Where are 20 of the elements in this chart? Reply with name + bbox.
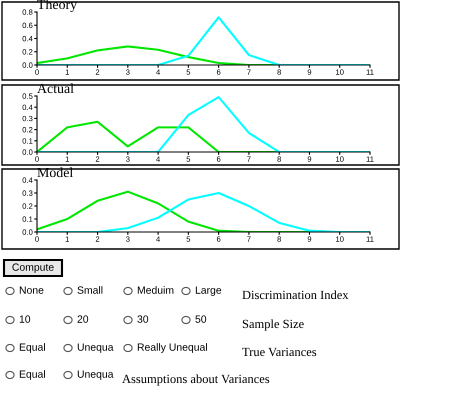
text: Unequa xyxy=(78,370,114,380)
text: Meduim xyxy=(138,286,174,294)
text: Sample Size xyxy=(242,319,304,331)
text: Discrimination Index xyxy=(242,290,348,300)
text: 20 xyxy=(78,315,88,323)
text: Large xyxy=(196,286,222,296)
text: 30 xyxy=(137,315,148,323)
text: 10 xyxy=(20,315,30,323)
text: Equal xyxy=(20,370,45,380)
line-series xyxy=(37,96,370,152)
text: 50 xyxy=(195,315,206,323)
text: Small xyxy=(77,286,102,294)
text: Equal xyxy=(20,343,45,353)
text: Unequa xyxy=(78,344,114,353)
text: None xyxy=(20,286,44,294)
text: True Variances xyxy=(242,348,316,356)
chart-title: Actual xyxy=(37,83,74,94)
text: Really Unequal xyxy=(138,343,207,353)
text: Compute xyxy=(12,263,54,273)
text: Assumptions about Variances xyxy=(122,374,270,386)
